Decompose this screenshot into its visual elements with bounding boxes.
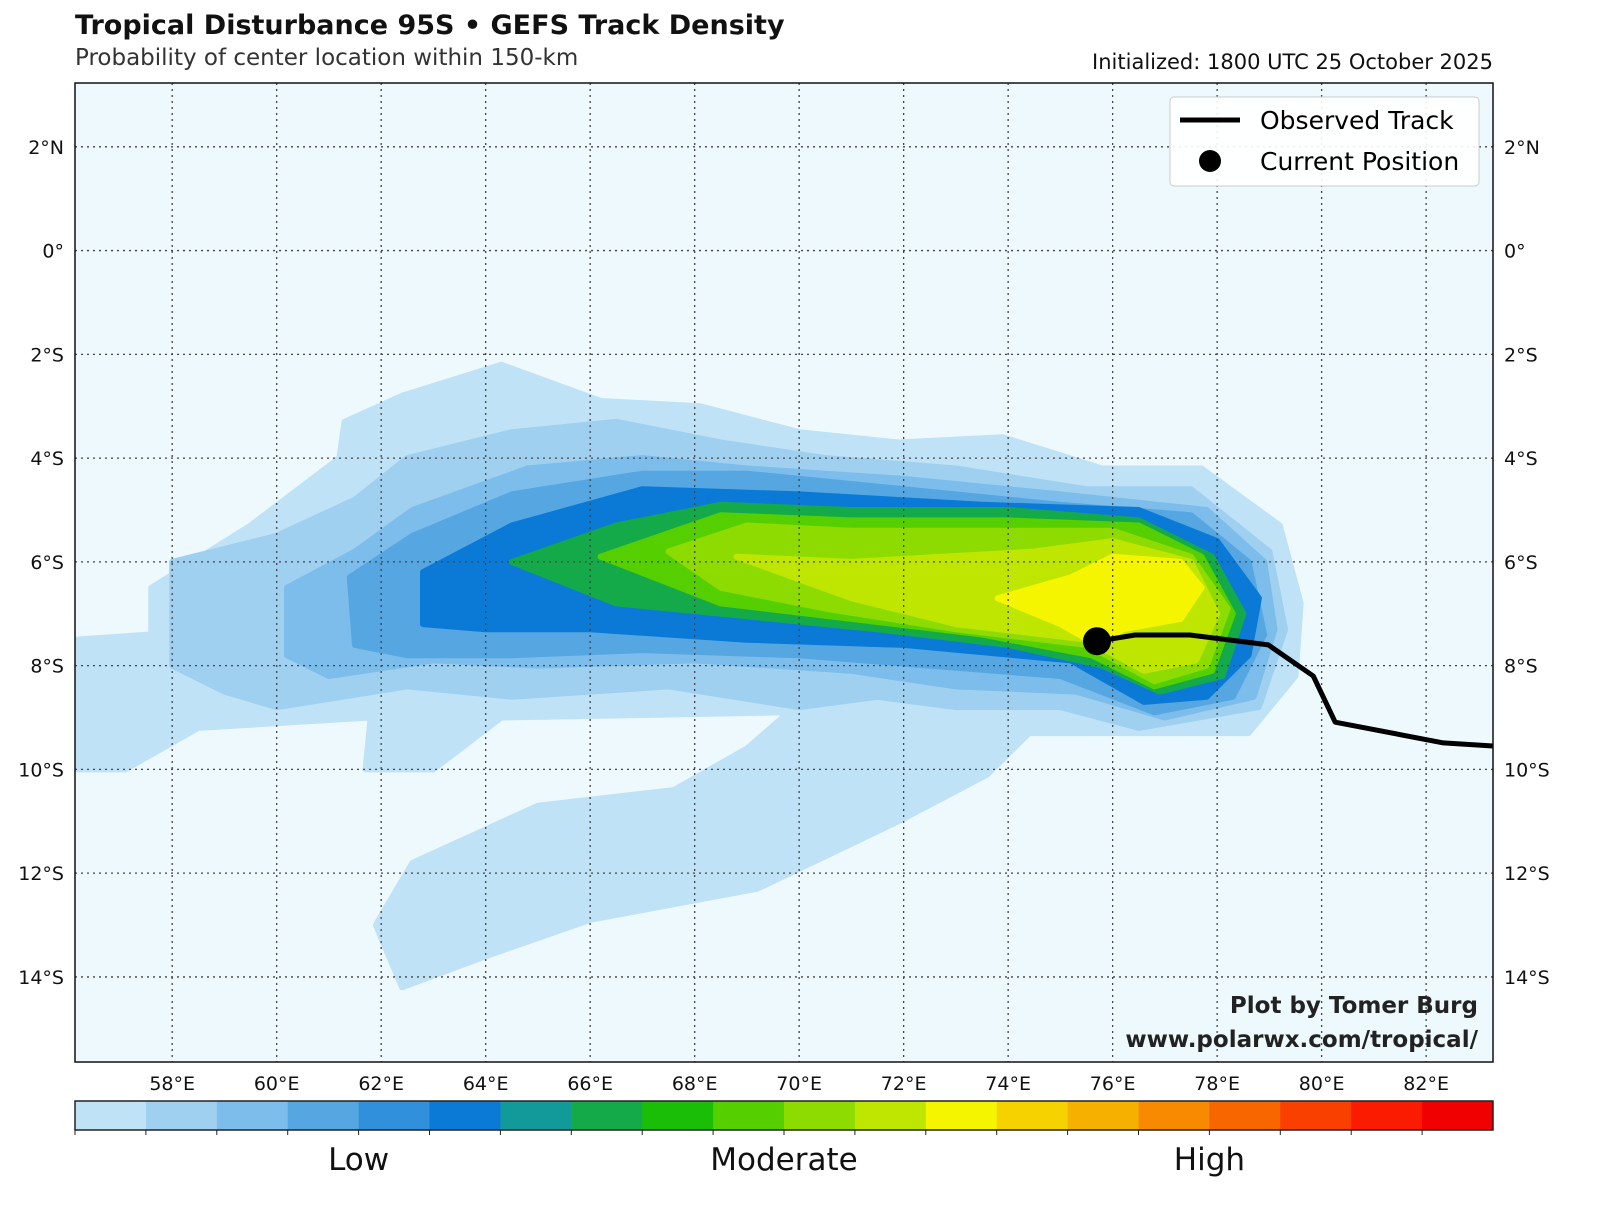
lon-tick-label: 74°E [985, 1073, 1031, 1095]
colorbar-label: Moderate [710, 1142, 857, 1178]
legend-observed-track: Observed Track [1260, 106, 1454, 135]
colorbar-swatch [358, 1101, 430, 1130]
lon-tick-label: 70°E [776, 1073, 822, 1095]
colorbar-swatch [925, 1101, 998, 1130]
initialized-time: Initialized: 1800 UTC 25 October 2025 [1092, 50, 1493, 74]
colorbar-swatch [571, 1101, 643, 1130]
map-frame [74, 82, 1494, 1063]
colorbar-swatch [1280, 1101, 1352, 1130]
colorbar-swatch [1067, 1101, 1139, 1130]
credit-url: www.polarwx.com/tropical/ [1125, 1027, 1478, 1053]
lon-tick-label: 80°E [1299, 1073, 1345, 1095]
density-level-10 [994, 553, 1205, 648]
colorbar-swatch [854, 1101, 927, 1130]
lat-tick-label-right: 6°S [1504, 552, 1538, 574]
legend-current-position: Current Position [1260, 147, 1459, 176]
lat-tick-label-left: 8°S [30, 656, 64, 678]
lat-tick-label-right: 14°S [1504, 967, 1550, 989]
observed-track-line [1096, 632, 1493, 749]
colorbar-swatch [500, 1101, 572, 1130]
colorbar-label: Low [328, 1142, 389, 1178]
colorbar-swatch [1138, 1101, 1210, 1130]
lat-tick-label-left: 2°S [30, 344, 64, 366]
credit-author: Plot by Tomer Burg [1230, 993, 1478, 1019]
colorbar-frame [74, 1100, 1494, 1131]
colorbar-swatch [145, 1101, 218, 1130]
colorbar-swatch [642, 1101, 714, 1130]
chart-title: Tropical Disturbance 95S • GEFS Track De… [75, 10, 785, 41]
lon-tick-label: 60°E [254, 1073, 300, 1095]
legend: Observed Track Current Position [1169, 96, 1480, 187]
lat-tick-label-right: 4°S [1504, 448, 1538, 470]
lat-tick-label-left: 6°S [30, 552, 64, 574]
lon-tick-label: 64°E [463, 1073, 509, 1095]
lon-tick-label: 58°E [149, 1073, 195, 1095]
colorbar-swatch [713, 1101, 785, 1130]
colorbar-swatch [1351, 1101, 1423, 1130]
lon-tick-label: 72°E [881, 1073, 927, 1095]
colorbar-swatch [287, 1101, 360, 1130]
colorbar-swatch [1422, 1101, 1494, 1130]
lat-tick-label-left: 0° [42, 241, 64, 263]
lat-tick-label-left: 4°S [30, 448, 64, 470]
colorbar-swatch [216, 1101, 289, 1130]
lat-tick-label-right: 8°S [1504, 656, 1538, 678]
current-position-legend-marker [1199, 150, 1221, 172]
colorbar: Low Moderate High [74, 1100, 1494, 1178]
colorbar-swatch [996, 1101, 1069, 1130]
colorbar-swatch [784, 1101, 856, 1130]
lat-tick-label-right: 2°N [1504, 137, 1540, 159]
lat-tick-label-left: 14°S [18, 967, 64, 989]
lon-tick-label: 66°E [567, 1073, 613, 1095]
lat-tick-label-right: 10°S [1504, 759, 1550, 781]
lat-tick-label-left: 10°S [18, 759, 64, 781]
lon-tick-label: 62°E [358, 1073, 404, 1095]
chart-subtitle: Probability of center location within 15… [75, 45, 579, 71]
lon-tick-label: 68°E [672, 1073, 718, 1095]
lat-tick-label-left: 2°N [28, 137, 64, 159]
lat-tick-label-left: 12°S [18, 863, 64, 885]
lon-tick-label: 82°E [1403, 1073, 1449, 1095]
colorbar-label: High [1174, 1142, 1245, 1178]
lat-tick-label-right: 2°S [1504, 344, 1538, 366]
lat-tick-label-right: 12°S [1504, 863, 1550, 885]
lon-tick-label: 78°E [1194, 1073, 1240, 1095]
colorbar-swatch [75, 1101, 147, 1130]
lon-tick-label: 76°E [1090, 1073, 1136, 1095]
current-position-marker [1082, 627, 1111, 656]
colorbar-swatch [1209, 1101, 1281, 1130]
colorbar-swatch [429, 1101, 501, 1130]
lat-tick-label-right: 0° [1504, 241, 1526, 263]
